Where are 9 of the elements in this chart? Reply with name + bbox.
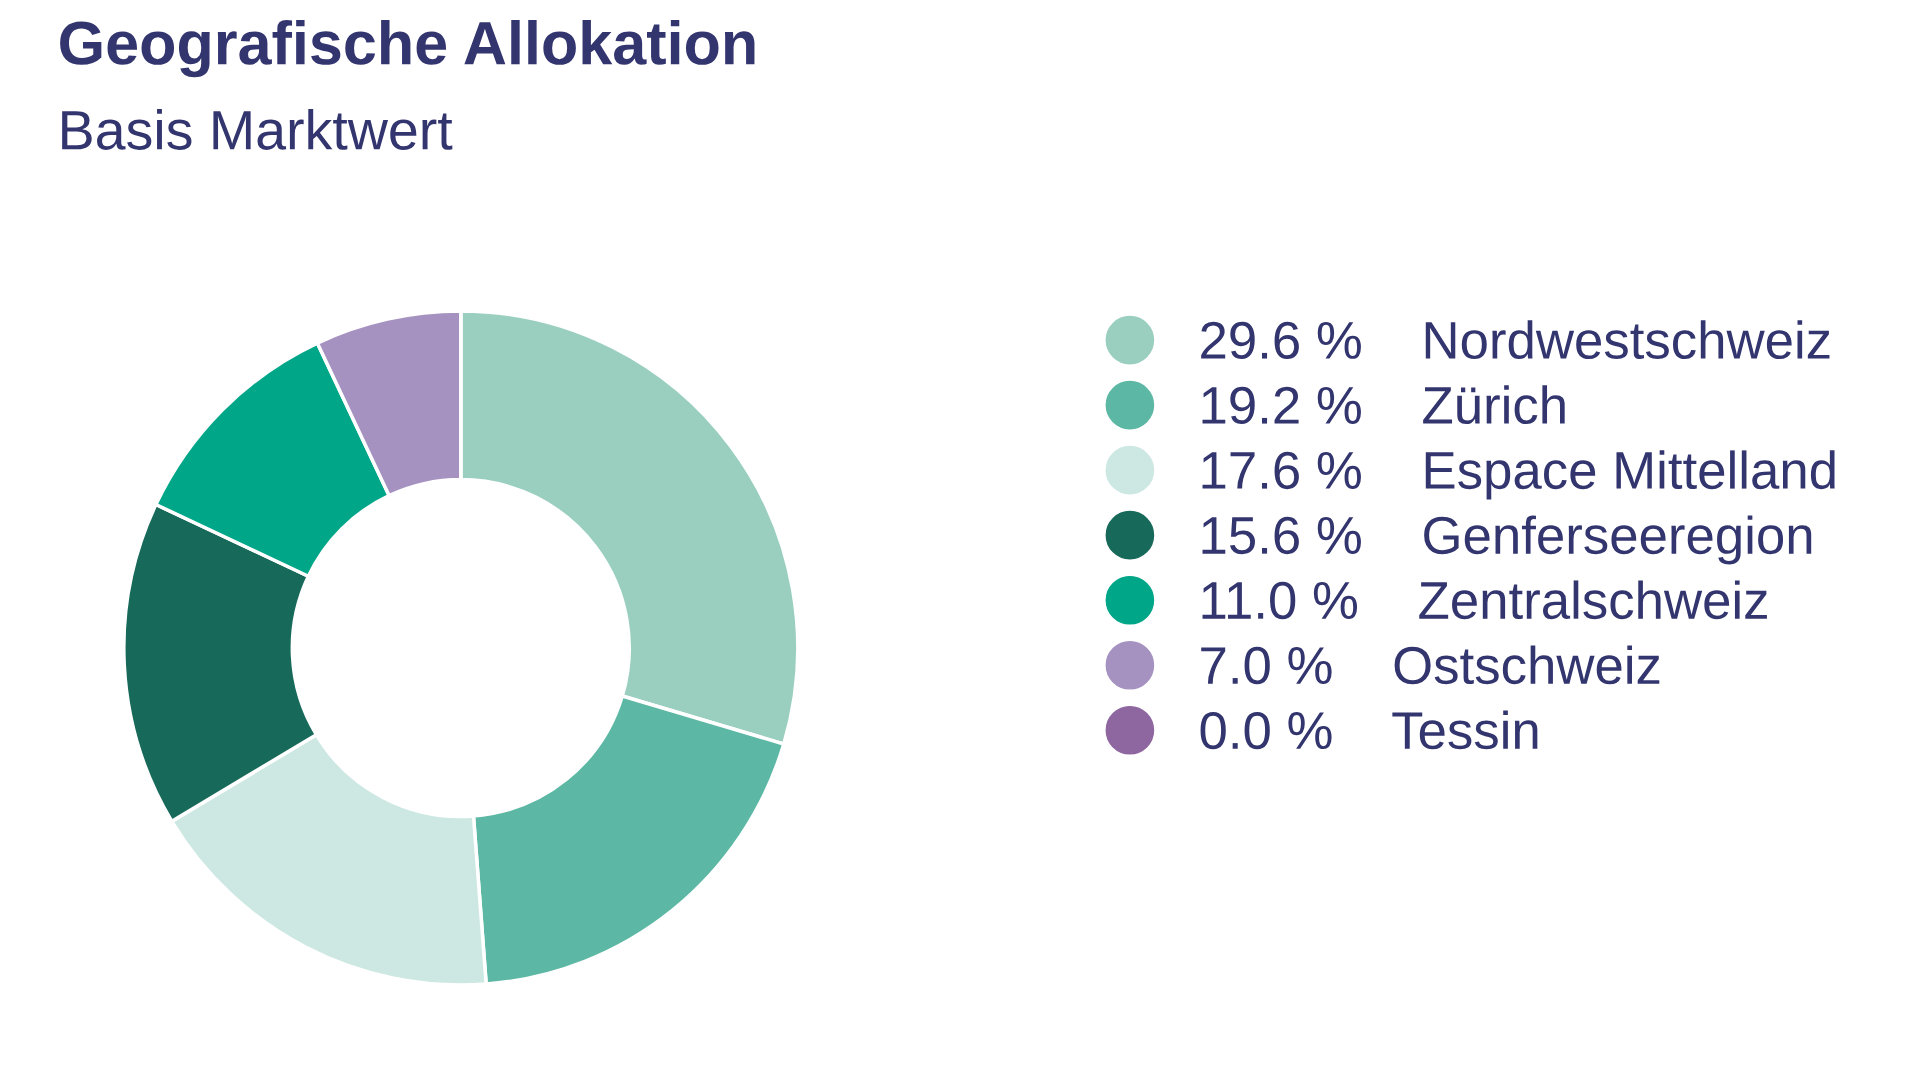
chart-subtitle: Basis Marktwert <box>62 109 453 150</box>
legend-label: 19.2 % Zürich <box>1202 385 1565 425</box>
legend-label: 0.0 % Tessin <box>1200 710 1538 750</box>
legend-label: 15.6 % Genferseeregion <box>1202 515 1812 565</box>
chart-title: Geografische Allokation <box>60 19 755 78</box>
legend-label: 17.6 % Espace Mittelland <box>1202 450 1835 500</box>
legend-label: 29.6 % Nordwestschweiz <box>1201 320 1830 360</box>
legend-label: 7.0 % Ostschweiz <box>1201 645 1660 685</box>
legend-label: 11.0 % Zentralschweiz <box>1202 580 1767 620</box>
